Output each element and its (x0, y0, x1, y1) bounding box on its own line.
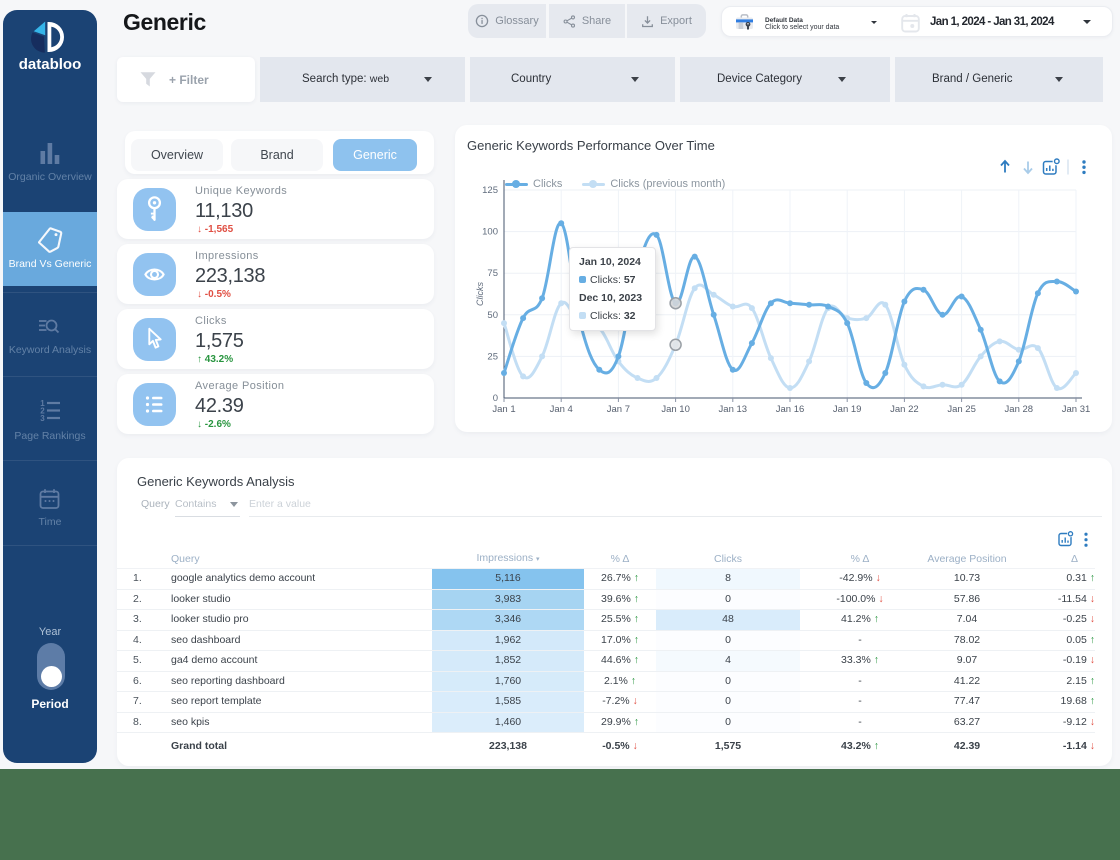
svg-text:0: 0 (493, 393, 498, 404)
svg-text:50: 50 (487, 310, 498, 321)
svg-text:Jan 28: Jan 28 (1005, 404, 1034, 415)
svg-text:100: 100 (482, 227, 498, 238)
svg-text:Jan 13: Jan 13 (719, 404, 748, 415)
svg-text:Jan 10: Jan 10 (661, 404, 690, 415)
svg-text:125: 125 (482, 185, 498, 196)
svg-text:Jan 19: Jan 19 (833, 404, 862, 415)
svg-text:Jan 31: Jan 31 (1062, 404, 1091, 415)
svg-text:Jan 22: Jan 22 (890, 404, 919, 415)
svg-text:Jan 1: Jan 1 (492, 404, 515, 415)
svg-text:1: 1 (40, 399, 45, 408)
svg-text:3: 3 (40, 414, 45, 422)
svg-text:25: 25 (487, 351, 498, 362)
svg-text:Jan 4: Jan 4 (550, 404, 573, 415)
svg-text:Jan 16: Jan 16 (776, 404, 805, 415)
svg-text:75: 75 (487, 268, 498, 279)
svg-text:Clicks: Clicks (475, 282, 485, 306)
svg-text:2: 2 (40, 406, 45, 415)
svg-text:Jan 25: Jan 25 (947, 404, 976, 415)
svg-text:Jan 7: Jan 7 (607, 404, 630, 415)
